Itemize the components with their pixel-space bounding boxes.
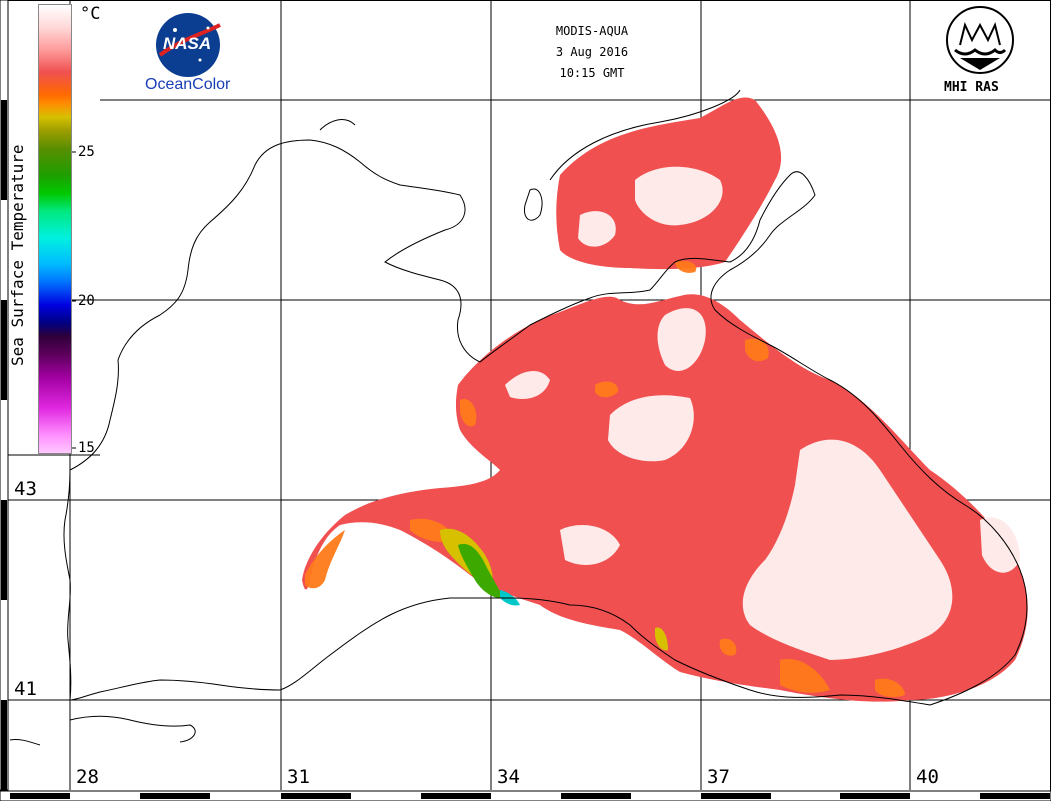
sst-very-warm-northwest bbox=[578, 166, 723, 247]
colorbar-tick-15: 15 bbox=[78, 440, 95, 456]
lon-label-34: 34 bbox=[497, 766, 520, 788]
colorbar-title: Sea Surface Temperature bbox=[8, 144, 27, 366]
colorbar-tick-25: 25 bbox=[78, 144, 95, 160]
lon-label-31: 31 bbox=[287, 766, 310, 788]
left-scale-bar bbox=[0, 0, 9, 791]
nasa-logo bbox=[156, 13, 221, 77]
lat-label-43: 43 bbox=[14, 478, 37, 500]
lon-label-40: 40 bbox=[916, 766, 939, 788]
mhi-ras-logo bbox=[946, 6, 1014, 74]
lon-label-28: 28 bbox=[76, 766, 99, 788]
unit-label: °C bbox=[80, 4, 101, 24]
date-label: 3 Aug 2016 bbox=[555, 45, 629, 59]
bottom-scale-bar bbox=[0, 790, 1051, 801]
satellite-label: MODIS-AQUA bbox=[555, 24, 629, 38]
time-label: 10:15 GMT bbox=[559, 66, 625, 80]
oceancolor-caption: OceanColor bbox=[145, 76, 231, 93]
mhi-ras-caption: MHI RAS bbox=[944, 80, 999, 95]
sst-orange-patches bbox=[305, 260, 905, 698]
sst-very-warm-central bbox=[505, 308, 1020, 660]
lat-label-41: 41 bbox=[14, 678, 37, 700]
nasa-logo-text: NASA bbox=[163, 34, 212, 53]
colorbar-tick-20: 20 bbox=[78, 293, 95, 309]
lon-label-37: 37 bbox=[707, 766, 730, 788]
colorbar-gradient bbox=[38, 4, 72, 454]
coastline bbox=[9, 89, 1028, 746]
